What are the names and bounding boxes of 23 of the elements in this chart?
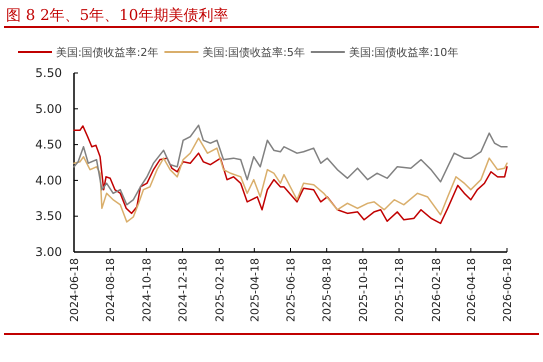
y-tick-label: 3.50 (35, 209, 62, 224)
x-tick-label: 2024-10-18 (140, 258, 154, 322)
x-tick-label: 2025-02-18 (213, 258, 226, 322)
x-tick-label: 2024-12-18 (176, 258, 190, 322)
x-tick-label: 2025-10-18 (356, 258, 370, 322)
x-tick-label: 2025-12-18 (393, 258, 406, 322)
chart-title: 图 8 2年、5年、10年期美债利率 (6, 6, 228, 24)
y-tick-label: 4.50 (35, 138, 62, 152)
x-tick-label: 2024-08-18 (104, 258, 118, 322)
x-tick-label: 2026-04-18 (464, 258, 478, 322)
y-tick-label: 5.00 (35, 102, 62, 116)
x-tick-label: 2024-06-18 (68, 258, 81, 322)
x-tick-label: 2026-02-18 (430, 258, 443, 322)
legend-label: 美国:国债收益率:2年 (56, 46, 158, 59)
x-tick-label: 2025-04-18 (248, 258, 262, 322)
x-tick-label: 2025-06-18 (284, 258, 298, 322)
y-tick-label: 3.00 (35, 245, 62, 259)
legend-label: 美国:国债收益率:10年 (348, 46, 458, 59)
legend-label: 美国:国债收益率:5年 (202, 46, 305, 59)
y-tick-label: 4.00 (35, 173, 62, 188)
y-tick-label: 5.50 (35, 66, 62, 80)
x-tick-label: 2025-08-18 (320, 258, 334, 322)
x-tick-label: 2026-06-18 (501, 258, 514, 322)
